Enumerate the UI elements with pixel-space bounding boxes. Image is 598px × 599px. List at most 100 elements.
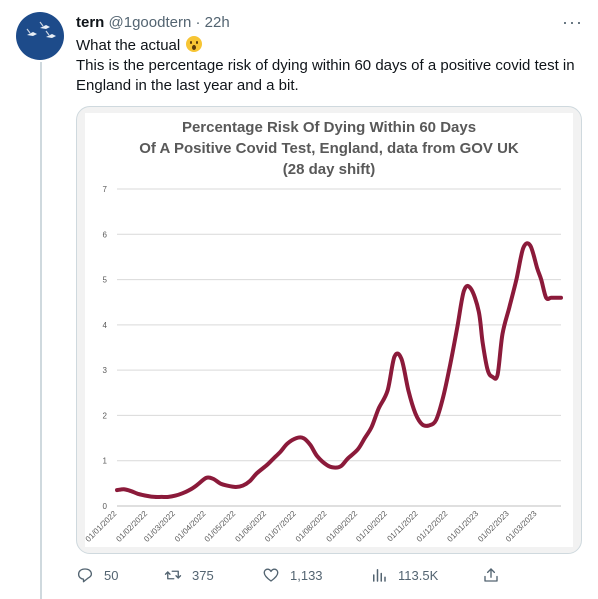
data-point (420, 423, 424, 426)
data-point (180, 491, 184, 495)
thread-line (40, 62, 42, 599)
data-point (508, 305, 511, 309)
data-point (136, 492, 140, 496)
y-tick-label: 3 (103, 366, 108, 375)
y-tick-label: 1 (103, 457, 108, 466)
data-point (272, 456, 276, 460)
data-point (455, 327, 459, 331)
astonished-face-emoji-icon (186, 36, 203, 52)
data-point (469, 287, 473, 291)
views-chart-icon (373, 569, 386, 582)
chart-title-line3: (28 day shift) (282, 161, 376, 178)
reply-button[interactable]: 50 (76, 566, 118, 584)
tweet-image[interactable]: Percentage Risk Of Dying Within 60 Days … (76, 106, 582, 554)
data-point (332, 466, 336, 469)
data-point (225, 484, 229, 488)
data-point (535, 266, 539, 270)
data-point (491, 375, 495, 379)
heart-icon (263, 568, 279, 582)
data-point (187, 488, 191, 492)
data-point (218, 481, 222, 485)
reply-icon (77, 568, 93, 583)
data-point (406, 389, 410, 392)
y-tick-label: 5 (103, 276, 108, 285)
data-point (370, 425, 374, 429)
x-tick-label: 01/07/2022 (263, 509, 298, 544)
data-point (399, 357, 403, 361)
data-point (315, 454, 319, 458)
data-point (496, 373, 500, 377)
data-point (386, 389, 390, 392)
x-tick-label: 01/01/2022 (84, 509, 119, 544)
handle[interactable]: @1goodtern (108, 14, 192, 31)
x-tick-label: 01/01/2023 (445, 509, 480, 544)
retweet-button[interactable]: 375 (164, 566, 214, 584)
data-point (174, 494, 177, 498)
share-button[interactable] (482, 566, 500, 584)
data-point (481, 341, 485, 345)
separator-dot: · (195, 14, 201, 31)
y-tick-label: 4 (103, 321, 108, 330)
data-point (486, 368, 490, 372)
data-point (462, 289, 466, 293)
data-point (413, 411, 417, 415)
y-tick-label: 6 (103, 230, 108, 239)
chart-title-line2: Of A Positive Covid Test, England, data … (139, 140, 519, 157)
x-tick-label: 01/10/2022 (354, 509, 389, 544)
data-point (160, 495, 164, 499)
retweet-icon (164, 570, 182, 580)
data-point (211, 477, 215, 481)
avatar-birds-image (26, 21, 56, 38)
data-point (549, 296, 553, 300)
data-point (308, 443, 312, 447)
x-tick-label: 01/05/2022 (203, 509, 238, 544)
more-options-icon[interactable]: ··· (562, 12, 583, 32)
y-tick-label: 2 (103, 411, 108, 420)
data-point (204, 476, 208, 480)
chart-card (85, 113, 573, 547)
tweet-text-line2: This is the percentage risk of dying wit… (76, 57, 575, 94)
data-point (521, 246, 525, 250)
retweet-count: 375 (192, 567, 214, 583)
data-point (441, 395, 445, 399)
like-count: 1,133 (290, 567, 323, 583)
data-point (544, 296, 548, 300)
data-point (234, 485, 238, 489)
data-point (339, 464, 343, 468)
data-point (377, 407, 381, 411)
views-button[interactable]: 113.5K (370, 566, 438, 584)
timestamp[interactable]: 22h (204, 14, 230, 31)
data-point (286, 442, 289, 445)
display-name[interactable]: tern (76, 14, 105, 31)
data-point (393, 355, 396, 359)
data-point (325, 463, 329, 467)
data-point (539, 278, 543, 282)
data-point (167, 495, 170, 499)
data-point (427, 423, 431, 427)
tweet-text-line1: What the actual (76, 37, 181, 54)
like-button[interactable]: 1,133 (262, 566, 323, 584)
x-tick-label: 01/12/2022 (415, 509, 450, 544)
avatar[interactable] (16, 12, 64, 60)
data-point (301, 436, 305, 440)
data-point (559, 296, 563, 300)
y-tick-label: 7 (103, 185, 108, 194)
data-point (194, 484, 198, 488)
data-point (477, 309, 481, 313)
data-point (146, 494, 150, 498)
data-point (356, 447, 360, 451)
x-tick-label: 01/08/2022 (294, 509, 329, 544)
data-point (115, 488, 119, 492)
data-point (346, 456, 350, 460)
data-point (528, 244, 532, 248)
y-tick-label: 0 (103, 502, 108, 511)
data-point (241, 484, 245, 488)
data-point (122, 487, 126, 491)
data-point (434, 418, 438, 422)
data-point (129, 489, 133, 493)
data-point (153, 495, 157, 499)
data-point (265, 463, 269, 467)
data-point (363, 436, 367, 440)
data-point (448, 364, 452, 368)
line-chart: 0123456701/01/202201/02/202201/03/202201… (84, 185, 563, 544)
